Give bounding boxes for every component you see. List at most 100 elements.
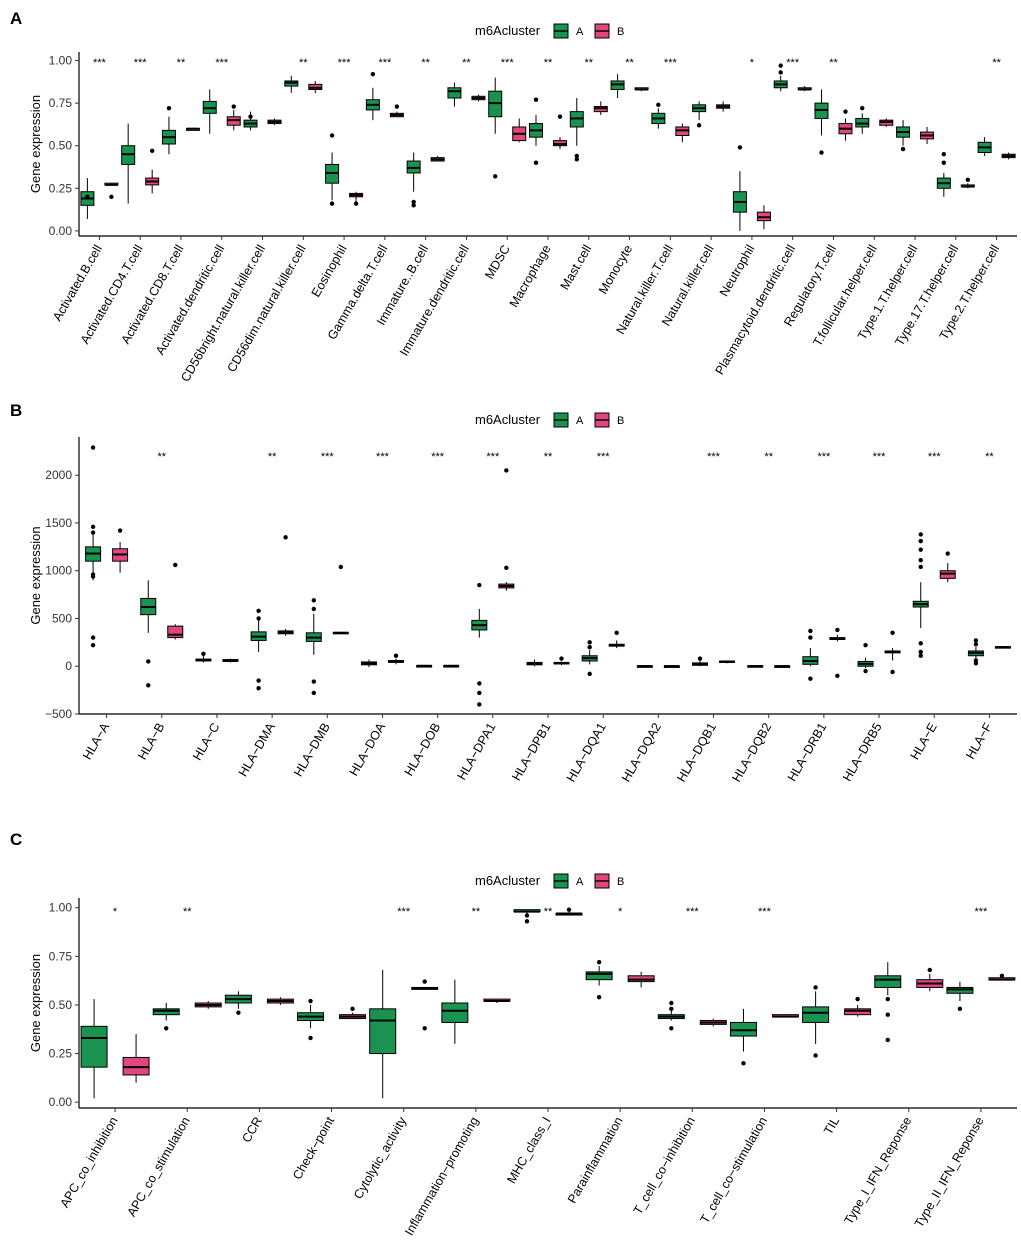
box-b (555, 907, 583, 916)
outlier-point (411, 199, 416, 205)
outlier-point (477, 702, 482, 707)
outlier-point (999, 973, 1005, 978)
box-a (814, 89, 829, 155)
x-tick-label: HLA−A (80, 720, 112, 762)
significance-label: *** (707, 451, 721, 463)
box-b (339, 1006, 367, 1020)
legend-title: m6Acluster (475, 23, 541, 38)
significance-label: *** (975, 906, 989, 918)
outlier-point (918, 641, 923, 646)
panel-letter: B (10, 401, 22, 420)
y-tick-label: 0.50 (49, 139, 73, 153)
box-a (369, 969, 397, 1099)
box-a (416, 664, 433, 668)
outlier-point (533, 160, 539, 165)
y-axis-title: Gene expression (28, 95, 43, 193)
box-b (553, 114, 567, 150)
outlier-point (918, 564, 923, 570)
box-b (844, 996, 872, 1017)
outlier-point (596, 959, 602, 965)
legend-title: m6Acluster (475, 412, 541, 427)
significance-label: *** (758, 906, 772, 918)
significance-label: ** (472, 906, 481, 918)
box-b (512, 118, 527, 143)
significance-label: ** (157, 451, 166, 463)
significance-label: *** (873, 451, 887, 463)
outlier-point (965, 177, 971, 182)
outlier-point (477, 681, 482, 686)
box-body (447, 87, 462, 99)
significance-label: * (750, 57, 755, 69)
outlier-point (669, 1000, 674, 1006)
significance-label: *** (928, 451, 942, 463)
box-b (960, 177, 975, 189)
box-body (167, 625, 184, 639)
outlier-point (493, 174, 498, 179)
y-tick-label: 1.00 (49, 901, 73, 915)
outlier-point (778, 63, 783, 68)
box-a (360, 659, 377, 668)
box-b (498, 468, 515, 591)
outlier-point (885, 996, 890, 1002)
y-tick-label: 2000 (45, 468, 72, 482)
outlier-point (90, 445, 96, 450)
x-tick-label: HLA−DQB1 (674, 720, 719, 784)
outlier-point (957, 1006, 963, 1012)
outlier-point (90, 524, 96, 529)
significance-label: *** (338, 57, 352, 69)
outlier-point (855, 996, 860, 1002)
outlier-point (808, 635, 813, 640)
box-b (916, 967, 944, 992)
x-tick-label: CCR (239, 1115, 265, 1145)
significance-label: ** (177, 57, 186, 69)
x-tick-label: Check−point (290, 1114, 337, 1182)
box-b (471, 94, 486, 102)
box-b (879, 118, 894, 127)
y-tick-label: 0 (65, 659, 72, 673)
outlier-point (146, 659, 151, 664)
outlier-point (813, 985, 818, 990)
box-a (152, 1003, 180, 1031)
panel-letter: A (10, 9, 22, 28)
outlier-point (863, 643, 868, 648)
box-b (167, 562, 184, 640)
x-tick-label: T_cell_co−inhibition (631, 1114, 698, 1216)
significance-label: *** (321, 451, 335, 463)
outlier-point (201, 651, 206, 657)
x-tick-label: MHC_class_I (504, 1115, 553, 1186)
outlier-point (941, 160, 947, 165)
outlier-point (504, 565, 509, 571)
box-a (692, 101, 707, 128)
box-a (284, 75, 299, 93)
box-b (675, 123, 690, 143)
outlier-point (778, 70, 783, 75)
box-a (529, 97, 543, 165)
outlier-point (885, 1012, 890, 1017)
box-a (526, 659, 543, 667)
box-b (443, 664, 460, 668)
box-body (802, 1006, 830, 1023)
outlier-point (918, 649, 923, 655)
outlier-point (587, 671, 592, 677)
outlier-point (311, 690, 316, 696)
box-a (161, 106, 176, 155)
outlier-point (149, 148, 155, 154)
x-tick-label: Neutrophil (717, 243, 758, 299)
outlier-point (656, 102, 661, 108)
significance-label: ** (183, 906, 192, 918)
outlier-point (422, 1026, 427, 1031)
significance-label: *** (378, 57, 392, 69)
outlier-point (85, 194, 90, 200)
x-tick-label: HLA−C (190, 721, 222, 763)
outlier-point (370, 71, 376, 77)
significance-label: *** (486, 451, 500, 463)
box-a (406, 152, 421, 208)
box-b (222, 658, 239, 663)
outlier-point (117, 528, 123, 533)
box-a (802, 628, 819, 681)
y-tick-label: −500 (45, 707, 72, 721)
box-a (325, 133, 340, 206)
outlier-point (90, 574, 96, 579)
panel-letter: C (10, 830, 22, 849)
